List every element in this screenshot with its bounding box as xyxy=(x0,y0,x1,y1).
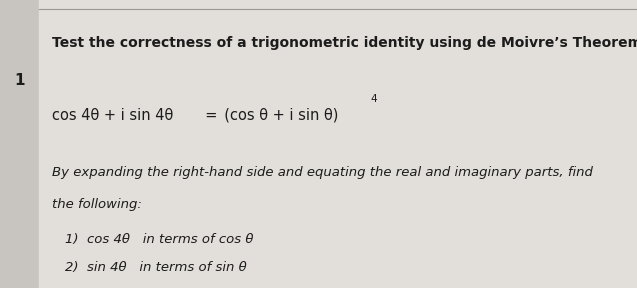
Text: the following:: the following: xyxy=(52,198,142,211)
Text: By expanding the right-hand side and equating the real and imaginary parts, find: By expanding the right-hand side and equ… xyxy=(52,166,593,179)
Text: Test the correctness of a trigonometric identity using de Moivre’s Theorem: Test the correctness of a trigonometric … xyxy=(52,36,637,50)
Text: 1: 1 xyxy=(15,73,25,88)
Text: 1)  cos 4θ   in terms of cos θ: 1) cos 4θ in terms of cos θ xyxy=(65,232,254,246)
Text: (cos θ + i sin θ): (cos θ + i sin θ) xyxy=(215,108,338,123)
Text: 2)  sin 4θ   in terms of sin θ: 2) sin 4θ in terms of sin θ xyxy=(65,261,247,274)
Text: 4: 4 xyxy=(371,94,377,104)
Text: =: = xyxy=(196,108,217,123)
Bar xyxy=(0,0,39,288)
Text: cos 4θ + i sin 4θ: cos 4θ + i sin 4θ xyxy=(52,108,173,123)
